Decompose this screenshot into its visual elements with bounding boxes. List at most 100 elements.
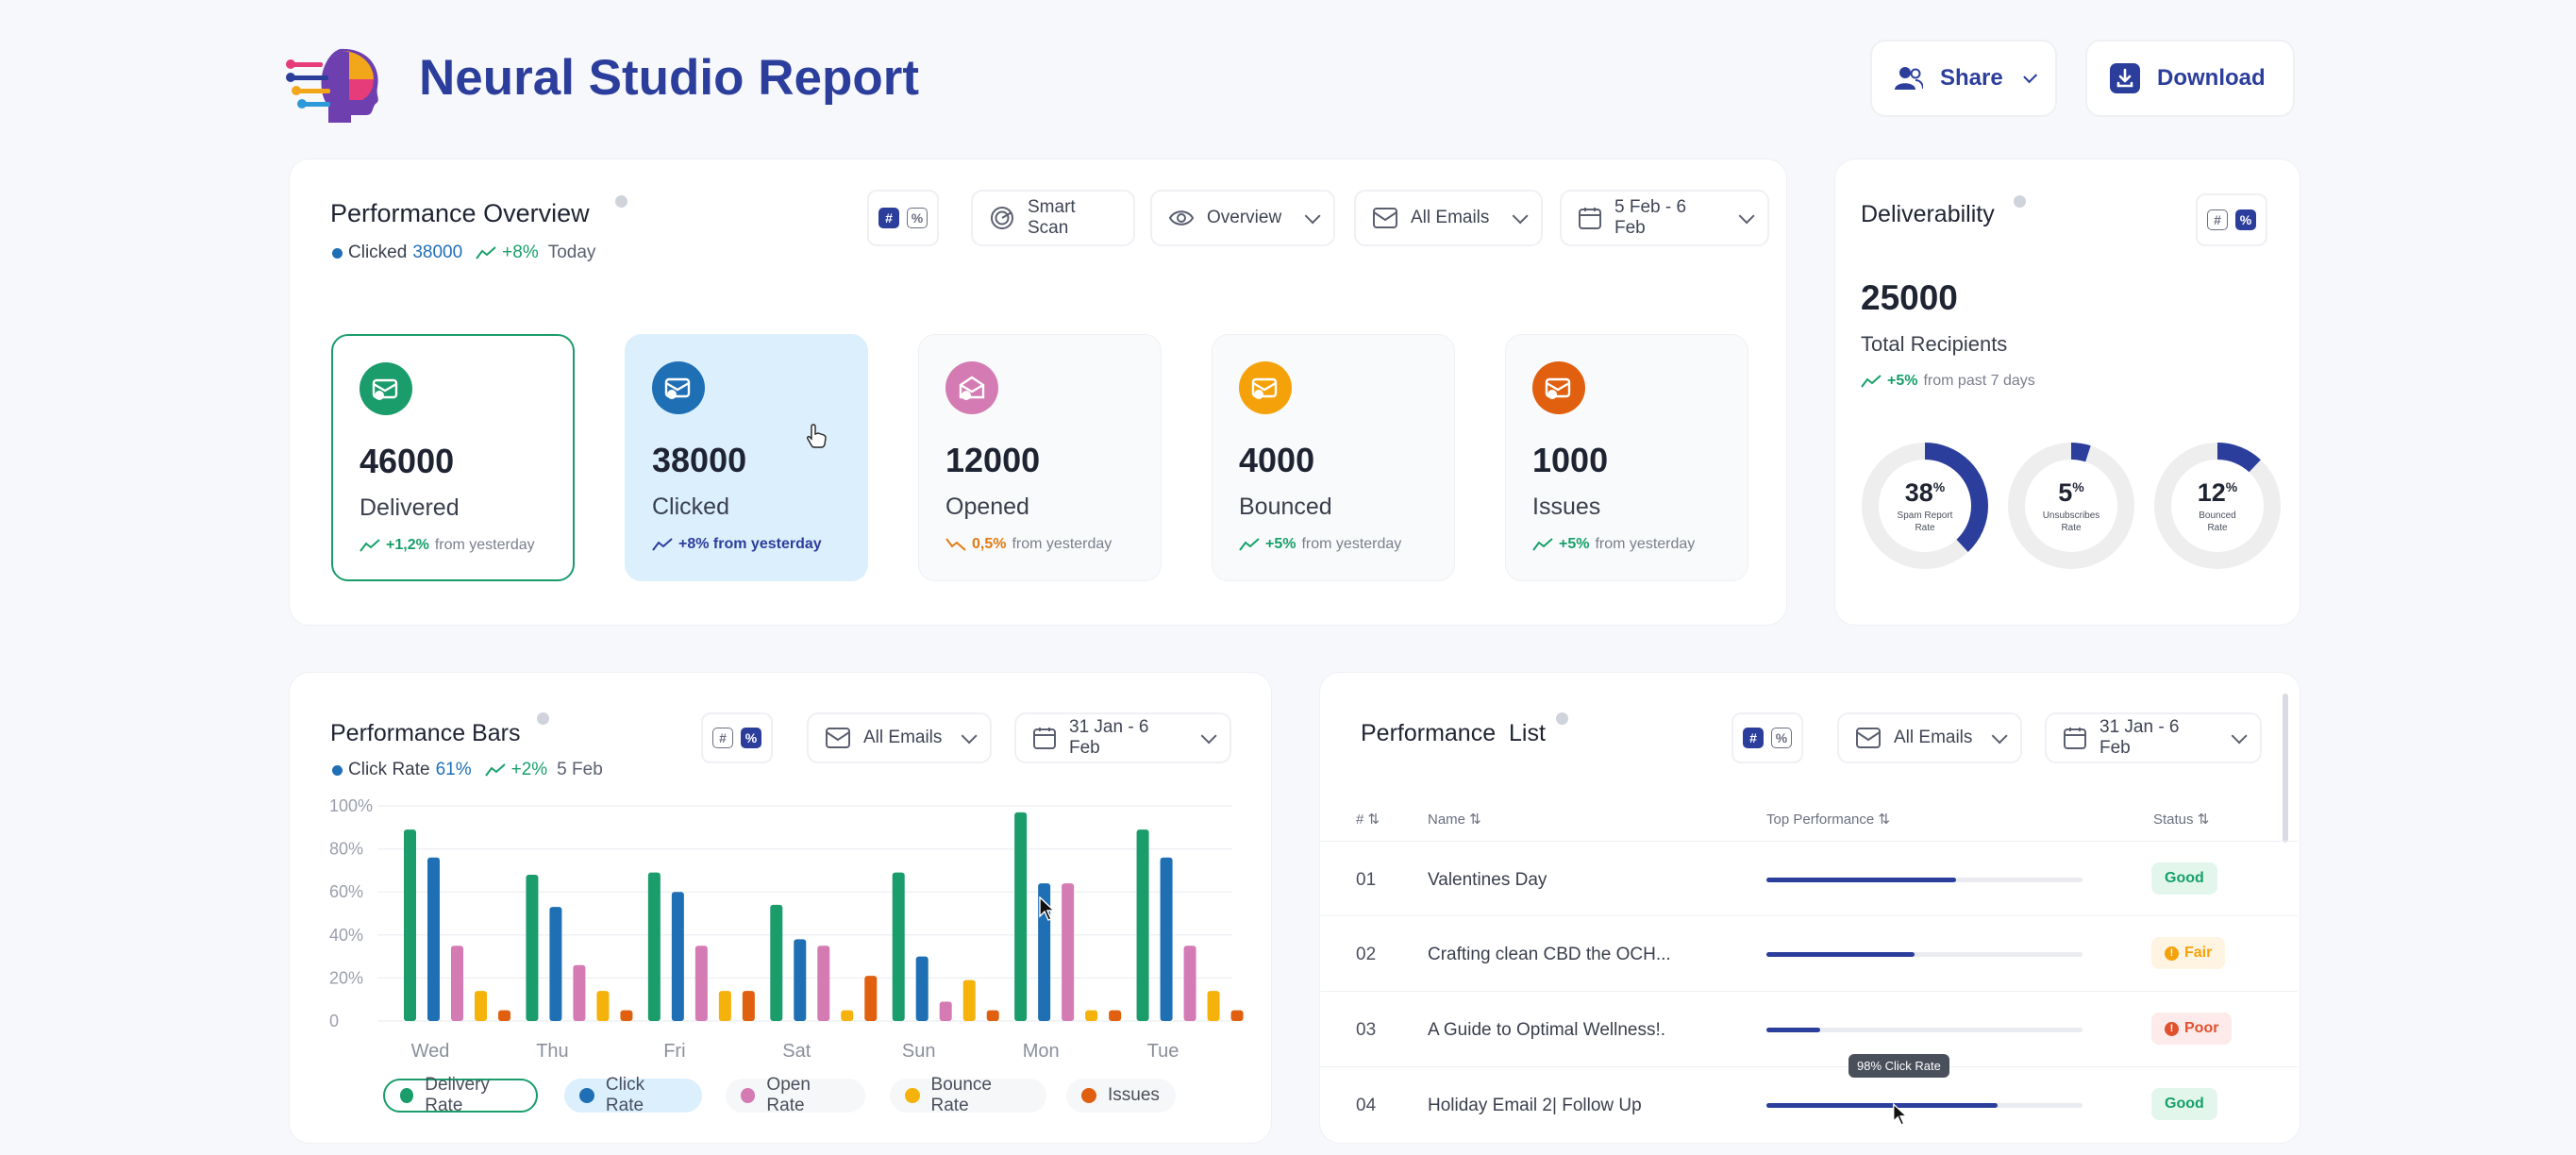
stat-card-clicked[interactable]: 38000 Clicked +8% from yesterday [625, 334, 868, 581]
date-range-select[interactable]: 31 Jan - 6 Feb [2045, 712, 2262, 763]
trend-up-icon [360, 539, 380, 552]
bar-delivery-rate[interactable] [526, 874, 539, 1021]
calendar-icon [1579, 208, 1601, 229]
bar-delivery-rate[interactable] [404, 829, 416, 1021]
number-percent-toggle[interactable]: # % [867, 190, 939, 246]
bar-bounce-rate[interactable] [718, 991, 731, 1021]
table-row[interactable]: 01 Valentines Day Good [1320, 841, 2298, 916]
bar-click-rate[interactable] [671, 892, 684, 1021]
table-row[interactable]: 02 Crafting clean CBD the OCH... ! Fair [1320, 916, 2298, 992]
smart-scan-button[interactable]: Smart Scan [971, 190, 1135, 246]
table-row[interactable]: 03 A Guide to Optimal Wellness!. ! Poor [1320, 992, 2298, 1067]
list-scrollbar[interactable] [2283, 694, 2288, 843]
bar-click-rate[interactable] [915, 956, 928, 1021]
bar-delivery-rate[interactable] [647, 872, 661, 1021]
email-filter-select[interactable]: All Emails [1354, 190, 1543, 246]
bar-bounce-rate[interactable] [962, 979, 976, 1021]
hash-icon[interactable]: # [1743, 728, 1764, 748]
bar-issues[interactable] [620, 1010, 633, 1021]
x-tick-label: Mon [1023, 1041, 1060, 1062]
percent-icon[interactable]: % [741, 728, 761, 748]
bar-delivery-rate[interactable] [770, 904, 783, 1021]
bar-click-rate[interactable] [794, 939, 807, 1021]
email-filter-select[interactable]: All Emails [807, 712, 992, 763]
bar-open-rate[interactable] [573, 964, 586, 1021]
legend-item-open-rate[interactable]: Open Rate [726, 1075, 865, 1115]
legend-item-issues[interactable]: Issues [1066, 1079, 1176, 1113]
app-logo [283, 42, 387, 124]
stat-card-opened[interactable]: 12000 Opened 0,5% from yesterday [918, 334, 1162, 581]
percent-icon[interactable]: % [2235, 209, 2256, 230]
bar-open-rate[interactable] [451, 946, 463, 1021]
column-header-index[interactable]: # ⇅ [1356, 812, 1380, 828]
download-label: Download [2157, 65, 2266, 91]
stat-label: Delivered [360, 494, 460, 521]
chevron-down-icon [2231, 728, 2248, 745]
column-header-performance[interactable]: Top Performance ⇅ [1766, 812, 1890, 828]
bar-issues[interactable] [1230, 1010, 1244, 1021]
trend-up-icon [652, 538, 673, 551]
stat-card-bounced[interactable]: 4000 Bounced +5% from yesterday [1212, 334, 1455, 581]
bar-click-rate[interactable] [427, 857, 440, 1021]
performance-bar [1766, 1028, 2083, 1032]
table-row[interactable]: 04 Holiday Email 2| Follow Up Good [1320, 1067, 2298, 1143]
clicked-icon [652, 361, 705, 414]
bar-delivery-rate[interactable] [1136, 829, 1149, 1021]
series-dot [332, 764, 343, 776]
percent-icon[interactable]: % [907, 208, 928, 228]
info-icon[interactable] [615, 195, 627, 208]
stat-label: Bounced [1239, 494, 1332, 520]
bar-open-rate[interactable] [1183, 946, 1196, 1021]
date-range-select[interactable]: 31 Jan - 6 Feb [1014, 712, 1231, 763]
bar-issues[interactable] [498, 1010, 510, 1021]
total-recipients-value: 25000 [1861, 278, 1958, 317]
column-header-name[interactable]: Name ⇅ [1428, 812, 1481, 828]
chevron-down-icon [1304, 208, 1321, 225]
percent-icon[interactable]: % [1771, 728, 1792, 748]
legend-swatch [905, 1088, 920, 1103]
legend-item-delivery-rate[interactable]: Delivery Rate [383, 1075, 538, 1115]
bar-bounce-rate[interactable] [841, 1010, 854, 1021]
bar-issues[interactable] [864, 976, 878, 1021]
bar-issues[interactable] [742, 991, 755, 1021]
number-percent-toggle[interactable]: # % [1731, 712, 1803, 763]
bar-delivery-rate[interactable] [892, 872, 905, 1021]
bar-open-rate[interactable] [817, 946, 830, 1021]
bar-issues[interactable] [986, 1010, 999, 1021]
bar-open-rate[interactable] [1062, 883, 1075, 1021]
number-percent-toggle[interactable]: # % [2196, 193, 2267, 246]
bar-bounce-rate[interactable] [1085, 1010, 1098, 1021]
performance-bar [1766, 1103, 2083, 1108]
stat-value: 46000 [360, 442, 455, 480]
bar-bounce-rate[interactable] [475, 991, 487, 1021]
hash-icon[interactable]: # [878, 208, 899, 228]
bar-issues[interactable] [1109, 1010, 1122, 1021]
legend-item-click-rate[interactable]: Click Rate [564, 1075, 702, 1115]
bar-bounce-rate[interactable] [1207, 991, 1220, 1021]
bar-click-rate[interactable] [1160, 857, 1173, 1021]
bar-delivery-rate[interactable] [1014, 812, 1028, 1021]
hash-icon[interactable]: # [712, 728, 733, 748]
donut-caption: Spam Report Rate [1897, 511, 1953, 533]
info-icon[interactable] [537, 712, 549, 725]
bar-open-rate[interactable] [694, 946, 708, 1021]
deliverability-change: +5% from past 7 days [1861, 373, 2035, 390]
share-button[interactable]: Share [1870, 40, 2057, 117]
view-select[interactable]: Overview [1150, 190, 1335, 246]
download-button[interactable]: Download [2085, 40, 2295, 117]
number-percent-toggle[interactable]: # % [701, 712, 773, 763]
date-range-select[interactable]: 5 Feb - 6 Feb [1560, 190, 1769, 246]
bar-bounce-rate[interactable] [596, 991, 610, 1021]
legend-item-bounce-rate[interactable]: Bounce Rate [890, 1075, 1046, 1115]
bar-open-rate[interactable] [939, 1001, 952, 1021]
hash-icon[interactable]: # [2207, 209, 2228, 230]
email-filter-select[interactable]: All Emails [1837, 712, 2022, 763]
info-icon[interactable] [2014, 195, 2026, 208]
stat-card-delivered[interactable]: 46000 Delivered +1,2% from yesterday [331, 334, 575, 581]
y-tick-label: 40% [329, 926, 363, 945]
column-header-status[interactable]: Status ⇅ [2153, 812, 2210, 828]
info-icon[interactable] [1556, 712, 1568, 725]
bar-click-rate[interactable] [549, 907, 562, 1021]
stat-label: Issues [1532, 494, 1601, 520]
stat-card-issues[interactable]: 1000 Issues +5% from yesterday [1505, 334, 1748, 581]
